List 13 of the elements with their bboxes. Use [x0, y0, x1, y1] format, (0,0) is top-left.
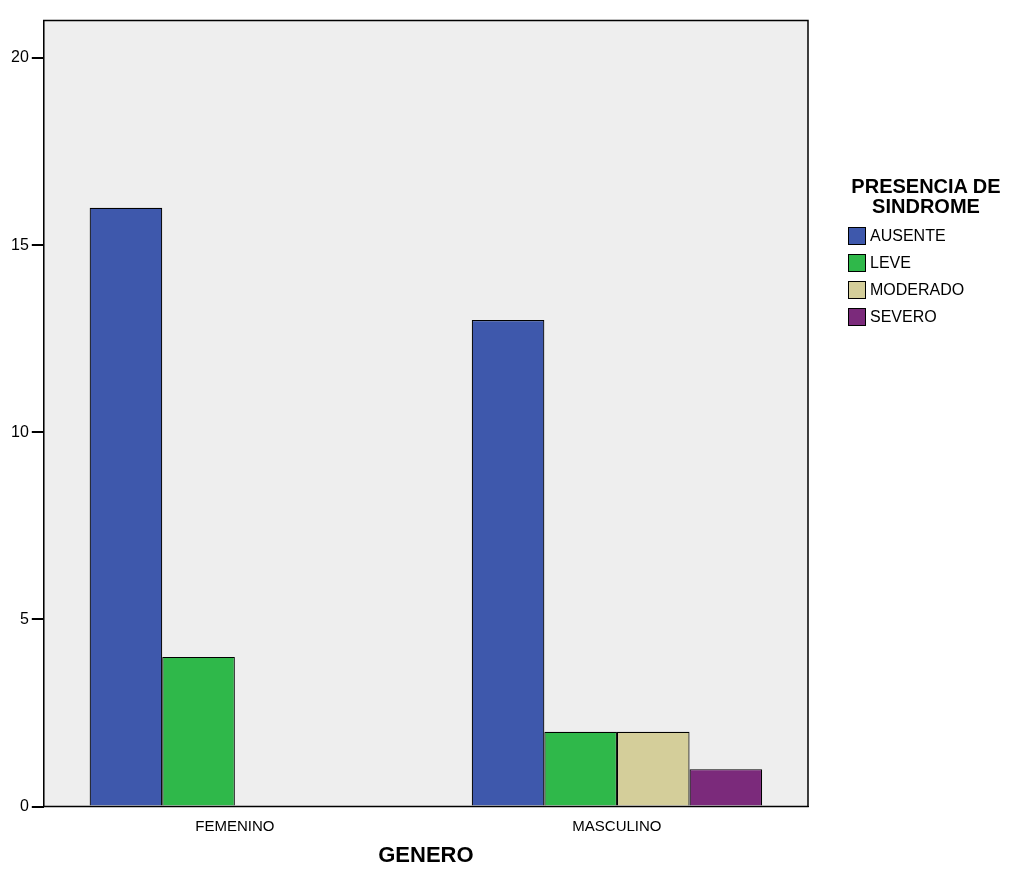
- y-tick-label: 20: [11, 48, 29, 66]
- legend-label: AUSENTE: [870, 226, 946, 245]
- x-tick-label: MASCULINO: [572, 816, 662, 834]
- y-tick-label: 15: [11, 235, 29, 253]
- legend-title: PRESENCIA DE SINDROME: [850, 175, 1002, 217]
- x-axis-title: GENERO: [378, 841, 474, 867]
- y-tick-label: 0: [19, 797, 29, 815]
- legend-label: SEVERO: [870, 307, 937, 326]
- x-tick-label: FEMENINO: [195, 816, 275, 834]
- legend-label: LEVE: [870, 253, 911, 272]
- y-tick-label: 5: [19, 609, 29, 627]
- legend-label: MODERADO: [870, 280, 965, 299]
- y-tick-label: 10: [11, 422, 29, 440]
